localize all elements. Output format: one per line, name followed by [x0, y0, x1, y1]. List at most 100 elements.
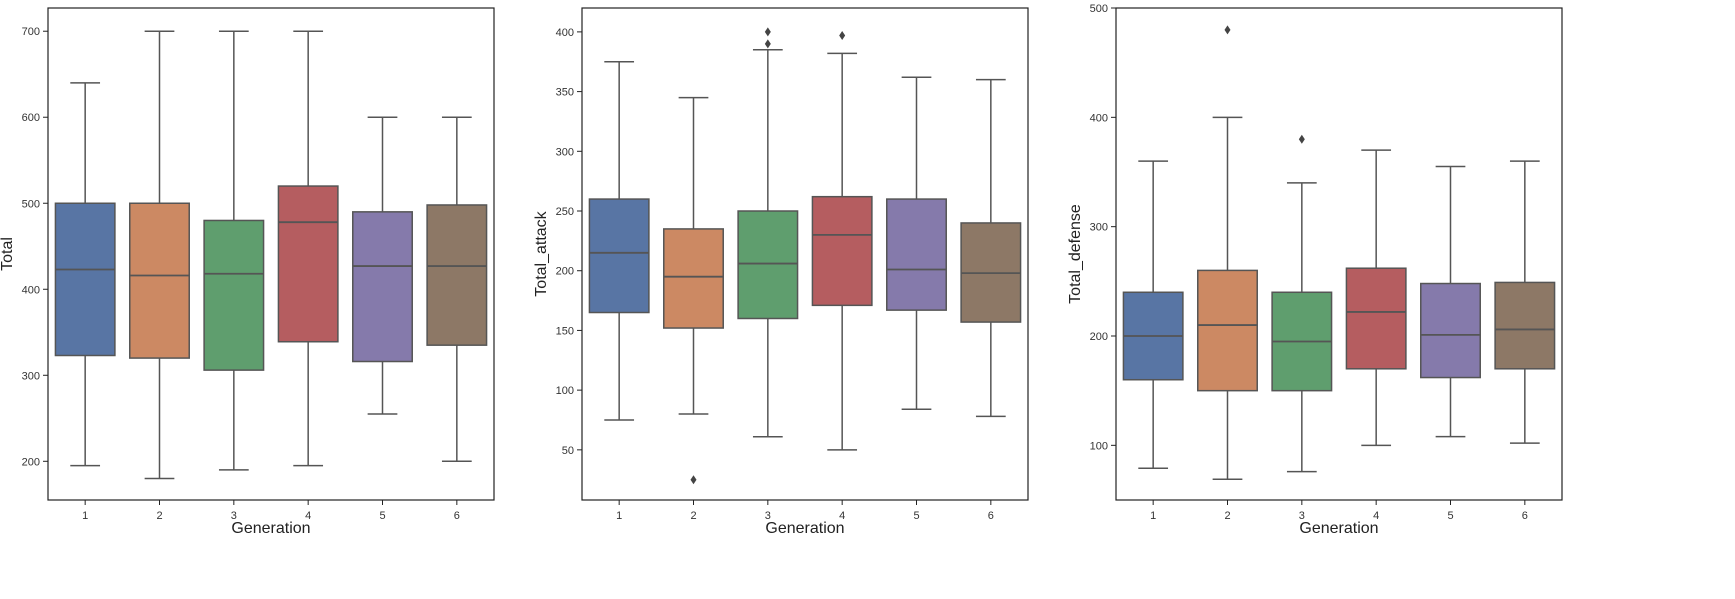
- y-tick-label: 300: [1090, 222, 1108, 234]
- x-tick: 5: [1447, 500, 1454, 522]
- x-tick-label: 4: [305, 510, 311, 522]
- x-tick: 5: [379, 500, 386, 522]
- y-axis-label: Total_defense: [1067, 204, 1084, 304]
- y-tick: 200: [1090, 331, 1116, 343]
- outlier-point: [1298, 134, 1305, 144]
- box-gen-2: [129, 30, 190, 480]
- x-tick-label: 1: [616, 510, 622, 522]
- y-tick: 400: [556, 27, 582, 39]
- y-tick-label: 400: [22, 284, 40, 296]
- x-tick: 5: [913, 500, 920, 522]
- y-tick-label: 300: [22, 370, 40, 382]
- x-tick: 2: [690, 500, 697, 522]
- iqr-box: [737, 210, 799, 320]
- x-tick: 3: [765, 500, 771, 522]
- y-axis-label: Total_attack: [533, 210, 550, 296]
- box-gen-3: [203, 30, 265, 471]
- box-gen-2: [1197, 25, 1258, 480]
- y-tick: 50: [562, 445, 582, 457]
- box-gen-6: [960, 78, 1022, 418]
- iqr-box: [886, 198, 947, 311]
- subplot-2: 50 100 150 200 250 300 350 400 1 2 3 4 5 6 Generation T…: [533, 7, 1029, 537]
- iqr-box: [1494, 281, 1556, 370]
- x-tick: 6: [988, 500, 994, 522]
- x-axis-label: Generation: [1299, 520, 1378, 537]
- box-gen-5: [886, 76, 947, 410]
- x-tick-label: 4: [1373, 510, 1379, 522]
- iqr-box: [203, 219, 265, 371]
- x-axis-label: Generation: [765, 520, 844, 537]
- x-tick: 1: [82, 500, 88, 522]
- outlier-point: [839, 30, 846, 40]
- iqr-box: [277, 185, 339, 343]
- y-tick-label: 150: [556, 325, 574, 337]
- box-gen-4: [1345, 149, 1407, 447]
- y-tick-label: 500: [1090, 3, 1108, 15]
- x-tick: 1: [1150, 500, 1156, 522]
- iqr-box: [129, 202, 190, 359]
- y-tick: 600: [22, 112, 48, 124]
- y-tick: 150: [556, 325, 582, 337]
- box-gen-1: [54, 82, 116, 467]
- box-gen-3: [737, 27, 799, 438]
- box-gen-1: [1122, 160, 1184, 470]
- iqr-box: [1197, 269, 1258, 392]
- axes-frame: [47, 7, 495, 501]
- x-tick-label: 2: [156, 510, 162, 522]
- y-tick: 100: [1090, 440, 1116, 452]
- y-axis-label: Total: [0, 237, 16, 271]
- y-tick: 200: [22, 456, 48, 468]
- x-tick-label: 5: [379, 510, 385, 522]
- y-tick-label: 400: [556, 27, 574, 39]
- x-tick-label: 1: [82, 510, 88, 522]
- outlier-point: [764, 39, 771, 49]
- iqr-box: [426, 204, 488, 346]
- x-tick-label: 3: [231, 510, 237, 522]
- x-tick-label: 6: [454, 510, 460, 522]
- y-tick-label: 100: [556, 385, 574, 397]
- x-tick: 1: [616, 500, 622, 522]
- x-tick-label: 2: [1224, 510, 1230, 522]
- y-tick: 400: [22, 284, 48, 296]
- box-gen-3: [1271, 134, 1333, 473]
- x-tick: 4: [305, 500, 311, 522]
- box-gen-4: [277, 30, 339, 467]
- box-gen-2: [663, 96, 724, 485]
- iqr-box: [352, 211, 413, 363]
- iqr-box: [588, 198, 650, 314]
- x-tick-label: 1: [1150, 510, 1156, 522]
- x-tick-label: 3: [765, 510, 771, 522]
- y-tick: 300: [556, 146, 582, 158]
- y-tick-label: 500: [22, 198, 40, 210]
- iqr-box: [1345, 267, 1407, 370]
- y-tick: 500: [1090, 3, 1116, 15]
- y-tick: 350: [556, 87, 582, 99]
- x-tick-label: 6: [988, 510, 994, 522]
- y-tick: 500: [22, 198, 48, 210]
- axes-frame: [581, 7, 1029, 501]
- subplot-1: 200 300 400 500 600 700 1 2 3 4 5 6 Generation Total: [0, 7, 495, 537]
- iqr-box: [1420, 282, 1481, 379]
- y-tick-label: 250: [556, 206, 574, 218]
- y-tick: 700: [22, 26, 48, 38]
- axes-frame: [1115, 7, 1563, 501]
- outlier-point: [1224, 25, 1231, 35]
- y-tick: 300: [1090, 222, 1116, 234]
- iqr-box: [663, 228, 724, 329]
- x-tick: 4: [839, 500, 845, 522]
- x-tick-label: 4: [839, 510, 845, 522]
- y-tick-label: 350: [556, 87, 574, 99]
- x-tick-label: 6: [1522, 510, 1528, 522]
- y-tick: 200: [556, 266, 582, 278]
- x-tick: 2: [1224, 500, 1231, 522]
- x-tick: 3: [231, 500, 237, 522]
- x-tick: 4: [1373, 500, 1379, 522]
- x-tick-label: 5: [913, 510, 919, 522]
- y-tick-label: 200: [556, 266, 574, 278]
- x-axis-label: Generation: [231, 520, 310, 537]
- x-tick-label: 2: [690, 510, 696, 522]
- box-gen-5: [352, 116, 413, 415]
- y-tick-label: 50: [562, 445, 574, 457]
- box-gen-6: [1494, 160, 1556, 444]
